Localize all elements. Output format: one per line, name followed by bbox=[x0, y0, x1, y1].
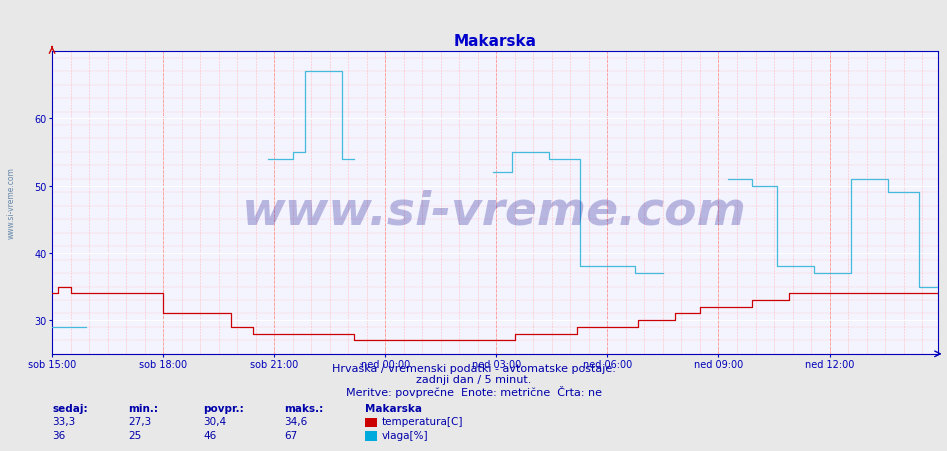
Text: maks.:: maks.: bbox=[284, 403, 323, 413]
Text: 30,4: 30,4 bbox=[204, 416, 226, 426]
Text: 25: 25 bbox=[128, 430, 141, 440]
Text: 46: 46 bbox=[204, 430, 217, 440]
Text: 27,3: 27,3 bbox=[128, 416, 152, 426]
Text: www.si-vreme.com: www.si-vreme.com bbox=[242, 189, 747, 235]
Text: temperatura[C]: temperatura[C] bbox=[382, 416, 463, 426]
Text: www.si-vreme.com: www.si-vreme.com bbox=[7, 167, 16, 239]
Text: 34,6: 34,6 bbox=[284, 416, 308, 426]
Text: Makarska: Makarska bbox=[365, 403, 421, 413]
Text: 67: 67 bbox=[284, 430, 297, 440]
Text: povpr.:: povpr.: bbox=[204, 403, 244, 413]
Title: Makarska: Makarska bbox=[454, 34, 536, 49]
Text: min.:: min.: bbox=[128, 403, 158, 413]
Text: 36: 36 bbox=[52, 430, 65, 440]
Text: vlaga[%]: vlaga[%] bbox=[382, 430, 428, 440]
Text: Hrvaška / vremenski podatki - avtomatske postaje.: Hrvaška / vremenski podatki - avtomatske… bbox=[331, 363, 616, 373]
Text: zadnji dan / 5 minut.: zadnji dan / 5 minut. bbox=[416, 374, 531, 384]
Text: Meritve: povprečne  Enote: metrične  Črta: ne: Meritve: povprečne Enote: metrične Črta:… bbox=[346, 386, 601, 398]
Text: 33,3: 33,3 bbox=[52, 416, 76, 426]
Text: sedaj:: sedaj: bbox=[52, 403, 88, 413]
